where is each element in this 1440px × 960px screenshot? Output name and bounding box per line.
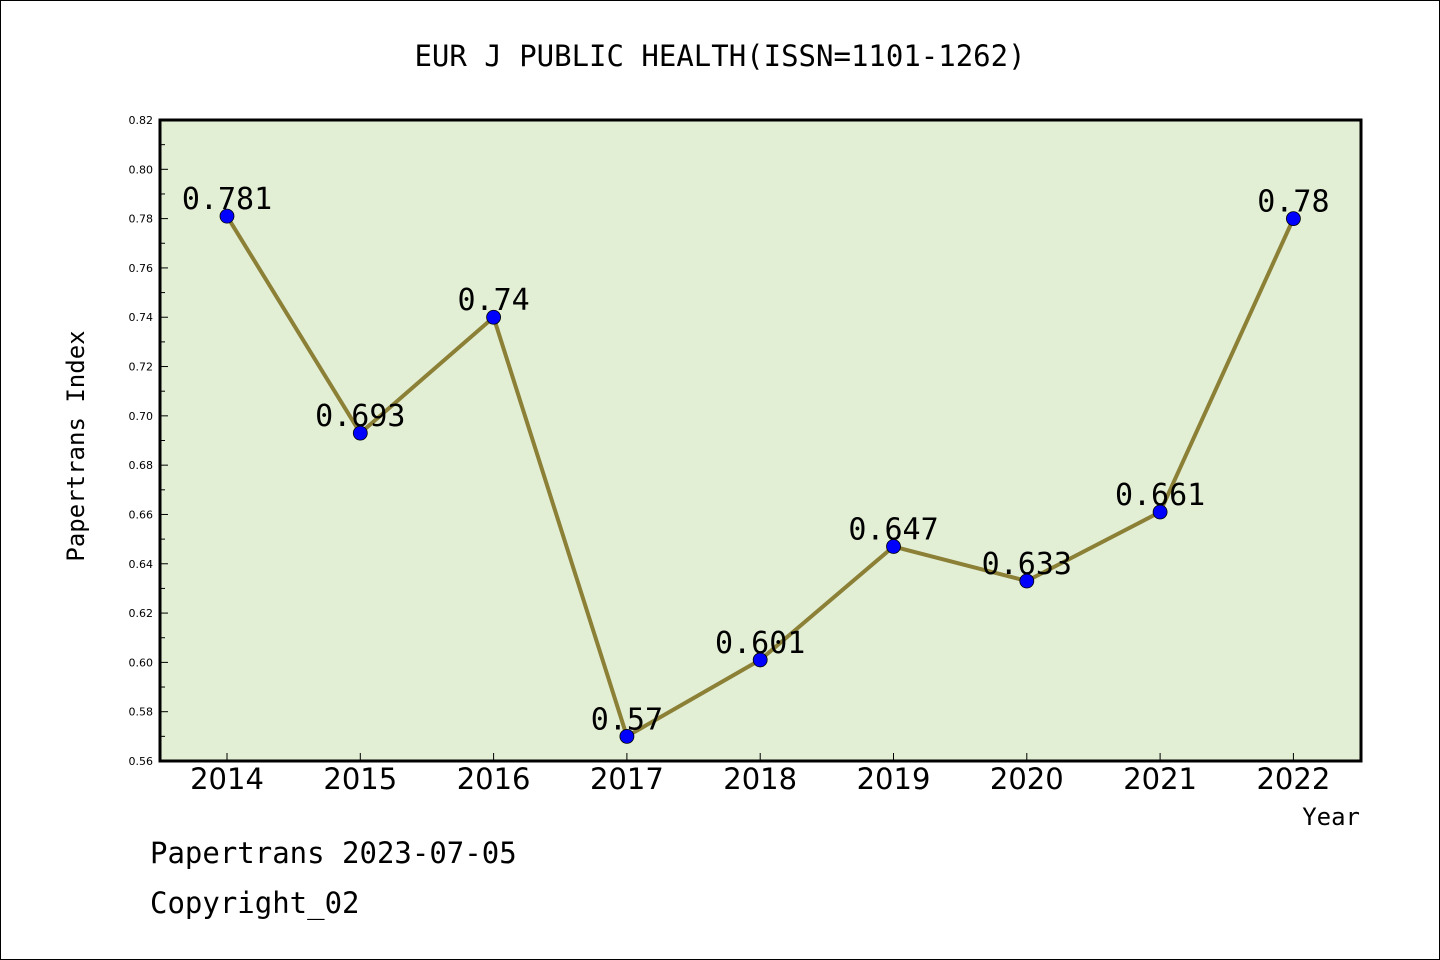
x-tick-label: 2017: [590, 762, 664, 796]
x-tick-label: 2022: [1256, 762, 1330, 796]
y-tick-label: 0.74: [129, 311, 154, 324]
footer-copyright-text: Copyright_02: [150, 886, 360, 920]
x-tick-label: 2015: [323, 762, 397, 796]
data-label: 0.647: [848, 513, 938, 548]
y-tick-label: 0.66: [129, 508, 154, 521]
y-axis-ticks: 0.56 0.58 0.60 0.62 0.64 0.66 0.68 0.70 0.72 0.74…: [129, 114, 168, 768]
y-tick-label: 0.76: [129, 262, 154, 275]
data-labels: 0.781 0.693 0.74 0.57 0.601 0.647 0.633 0.661 0.…: [182, 182, 1330, 737]
chart-title: EUR J PUBLIC HEALTH(ISSN=1101-1262): [414, 39, 1025, 73]
y-tick-label: 0.56: [129, 755, 154, 768]
x-tick-label: 2014: [190, 762, 264, 796]
y-tick-label: 0.78: [129, 213, 154, 226]
data-label: 0.78: [1257, 185, 1329, 220]
y-tick-label: 0.68: [129, 459, 154, 472]
data-label: 0.601: [715, 626, 805, 661]
x-tick-label: 2019: [857, 762, 931, 796]
x-tick-label: 2021: [1123, 762, 1197, 796]
y-tick-label: 0.64: [129, 558, 154, 571]
y-tick-label: 0.62: [129, 607, 154, 620]
data-point: [352, 425, 368, 441]
y-tick-label: 0.72: [129, 361, 154, 374]
x-axis-label: Year: [1302, 803, 1360, 831]
data-point: [752, 652, 768, 668]
y-tick-label: 0.80: [129, 163, 154, 176]
data-point: [486, 309, 502, 325]
data-point: [1152, 504, 1168, 520]
data-point: [886, 539, 901, 554]
data-point: [1019, 573, 1035, 589]
data-label: 0.661: [1115, 478, 1205, 513]
y-tick-label: 0.70: [129, 410, 154, 423]
data-label: 0.74: [457, 283, 529, 318]
y-tick-label: 0.58: [129, 706, 154, 719]
y-axis-label: Papertrans Index: [62, 330, 90, 561]
data-points: [219, 208, 1301, 744]
data-label: 0.693: [315, 399, 405, 434]
data-label: 0.781: [182, 182, 272, 217]
data-point: [1286, 211, 1301, 227]
data-point: [619, 728, 635, 744]
x-axis-ticks: 2014 2015 2016 2017 2018 2019 2020 2021 2022: [190, 753, 1330, 796]
data-label: 0.633: [982, 547, 1072, 582]
data-point: [219, 208, 235, 224]
x-tick-label: 2018: [723, 762, 797, 796]
y-tick-label: 0.82: [129, 114, 154, 127]
y-tick-label: 0.60: [129, 656, 154, 669]
x-tick-label: 2020: [990, 762, 1064, 796]
footer-date-text: Papertrans 2023-07-05: [150, 836, 517, 870]
data-label: 0.57: [591, 702, 663, 737]
x-tick-label: 2016: [457, 762, 531, 796]
